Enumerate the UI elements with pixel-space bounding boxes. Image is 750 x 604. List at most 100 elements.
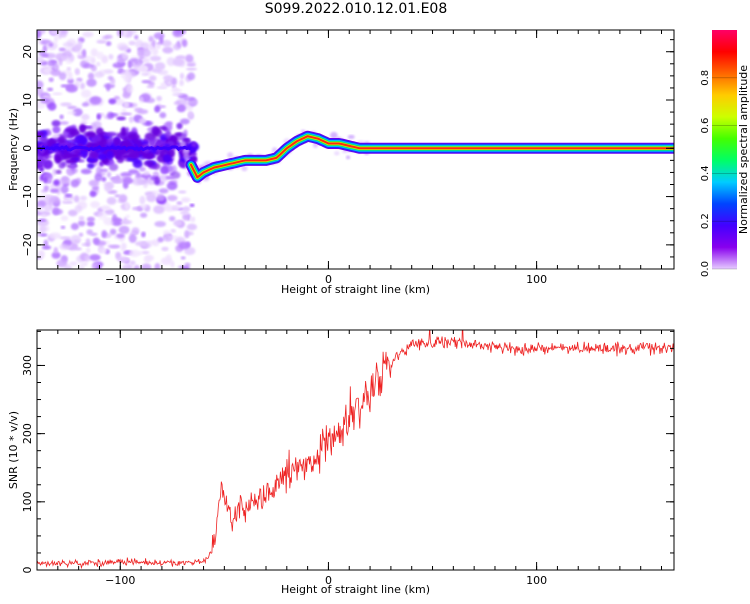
noise-blob — [154, 62, 166, 71]
noise-blob — [89, 96, 102, 105]
noise-blob — [141, 263, 152, 269]
noise-blob — [77, 40, 83, 50]
noise-blob — [163, 230, 171, 236]
noise-blob — [187, 72, 196, 81]
noise-blob — [85, 238, 91, 247]
noise-blob — [52, 126, 61, 134]
x-tick-label: 0 — [325, 574, 332, 587]
noise-blob — [60, 102, 72, 107]
noise-blob — [88, 179, 100, 187]
noise-blob — [156, 195, 165, 201]
noise-blob — [73, 195, 80, 203]
noise-blob — [172, 92, 184, 97]
noise-blob — [139, 166, 146, 172]
noise-blob — [184, 230, 190, 239]
noise-blob — [153, 128, 163, 138]
noise-blob — [140, 212, 148, 218]
noise-blob — [54, 34, 59, 44]
colorbar-ticks: 0.0 0.2 0.4 0.6 0.8 — [700, 70, 737, 277]
noise-blob — [63, 196, 75, 200]
noise-blob — [120, 126, 127, 137]
noise-blob — [72, 108, 83, 117]
noise-blob — [55, 169, 62, 175]
noise-blob — [108, 244, 121, 249]
ridge-band-5 — [190, 135, 674, 179]
noise-blob — [158, 126, 167, 130]
noise-blob — [74, 247, 82, 251]
x-tick-label: 0 — [325, 273, 332, 286]
noise-blob — [52, 168, 57, 176]
noise-blob — [101, 230, 107, 238]
noise-blob — [41, 245, 52, 250]
noise-blob — [98, 248, 108, 254]
noise-blob — [80, 89, 92, 98]
snr-ticks: −100 0 100 0 100 200 300 — [21, 330, 674, 587]
noise-blob — [96, 166, 103, 175]
noise-blob — [49, 232, 62, 240]
noise-blob — [179, 79, 184, 87]
y-tick-label: 20 — [21, 45, 34, 59]
noise-blob — [42, 213, 46, 219]
noise-blob — [128, 169, 139, 175]
noise-blob — [37, 131, 45, 137]
snr-panel: −100 0 100 0 100 200 300 Height of straight li… — [7, 329, 675, 596]
noise-blob — [137, 49, 145, 57]
noise-blob — [170, 229, 176, 233]
noise-blob — [132, 177, 144, 186]
colorbar-tick-label: 0.8 — [700, 70, 711, 86]
noise-blob — [60, 176, 71, 186]
noise-blob — [163, 234, 173, 242]
x-tick-label: −100 — [105, 574, 135, 587]
noise-blob — [87, 163, 95, 169]
noise-blob — [58, 47, 66, 52]
colorbar-label: Normalized spectral amplitude — [737, 65, 750, 234]
noise-blob — [185, 54, 194, 63]
colorbar-tick-label: 0.2 — [700, 213, 711, 229]
noise-blob — [95, 127, 104, 137]
noise-blob — [79, 263, 85, 269]
y-tick-label: 200 — [21, 423, 34, 444]
noise-blob — [179, 141, 187, 148]
noise-blob — [70, 234, 82, 244]
noise-blob — [101, 176, 107, 182]
noise-blob — [114, 98, 125, 106]
noise-blob — [186, 67, 197, 71]
noise-blob — [179, 118, 190, 125]
snr-xlabel: Height of straight line (km) — [281, 583, 430, 596]
noise-blob — [189, 203, 195, 207]
noise-blob — [151, 39, 156, 47]
noise-blob — [81, 113, 90, 121]
x-tick-label: 100 — [526, 574, 547, 587]
noise-blob — [37, 80, 44, 89]
noise-blob — [128, 234, 137, 243]
noise-blob — [139, 195, 146, 205]
noise-blob — [89, 254, 101, 261]
noise-blob — [37, 200, 47, 209]
noise-blob — [87, 72, 95, 80]
noise-blob — [86, 220, 95, 227]
y-tick-label: 100 — [21, 491, 34, 512]
noise-blob — [103, 217, 115, 226]
noise-blob — [49, 188, 59, 193]
noise-blob — [133, 264, 140, 269]
noise-blob — [108, 54, 114, 60]
noise-blob — [154, 141, 163, 147]
noise-blob — [62, 42, 74, 48]
noise-blob — [84, 255, 91, 263]
snr-frame — [36, 329, 675, 571]
noise-blob — [60, 215, 69, 221]
noise-blob — [67, 209, 78, 217]
noise-blob — [148, 75, 157, 82]
noise-blob — [74, 205, 83, 213]
noise-blob — [79, 195, 87, 201]
noise-blob — [64, 193, 73, 198]
noise-blob — [132, 206, 142, 211]
y-tick-label: 10 — [21, 93, 34, 107]
noise-blob — [78, 216, 85, 221]
y-tick-label: −20 — [21, 233, 34, 256]
noise-blob — [141, 250, 150, 255]
noise-blob — [47, 59, 56, 67]
noise-blob — [59, 121, 69, 125]
y-tick-label: 0 — [21, 567, 34, 574]
